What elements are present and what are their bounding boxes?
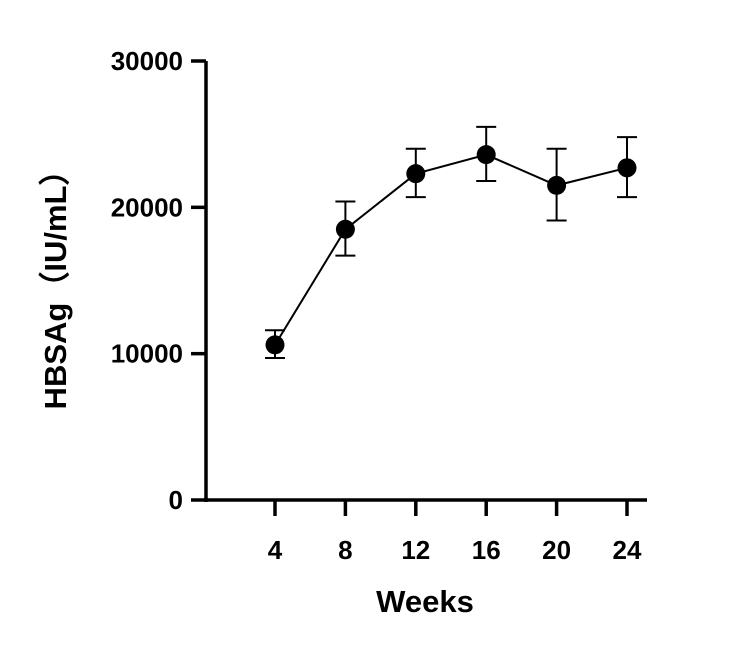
y-tick-label: 0 xyxy=(169,485,183,515)
x-ticks: 4 8 12 16 20 24 xyxy=(268,500,642,565)
y-ticks: 0 10000 20000 30000 xyxy=(111,46,206,515)
series-line xyxy=(274,153,628,346)
data-point xyxy=(476,145,496,165)
y-axis-title: HBSAg（IU/mL） xyxy=(38,155,73,410)
x-tick-label: 8 xyxy=(338,535,352,565)
data-point xyxy=(265,335,285,355)
x-tick-label: 12 xyxy=(401,535,430,565)
axes xyxy=(204,61,647,502)
data-point xyxy=(617,158,637,178)
x-tick-label: 20 xyxy=(542,535,571,565)
y-tick-label: 10000 xyxy=(111,339,183,369)
error-bars xyxy=(265,125,637,360)
data-point xyxy=(335,219,355,239)
x-tick-label: 16 xyxy=(472,535,501,565)
data-point xyxy=(547,175,567,195)
x-tick-label: 24 xyxy=(613,535,642,565)
y-tick-label: 20000 xyxy=(111,192,183,222)
x-tick-label: 4 xyxy=(268,535,283,565)
series xyxy=(265,145,637,355)
x-axis-title: Weeks xyxy=(376,584,474,619)
data-point xyxy=(406,164,426,184)
y-tick-label: 30000 xyxy=(111,46,183,76)
